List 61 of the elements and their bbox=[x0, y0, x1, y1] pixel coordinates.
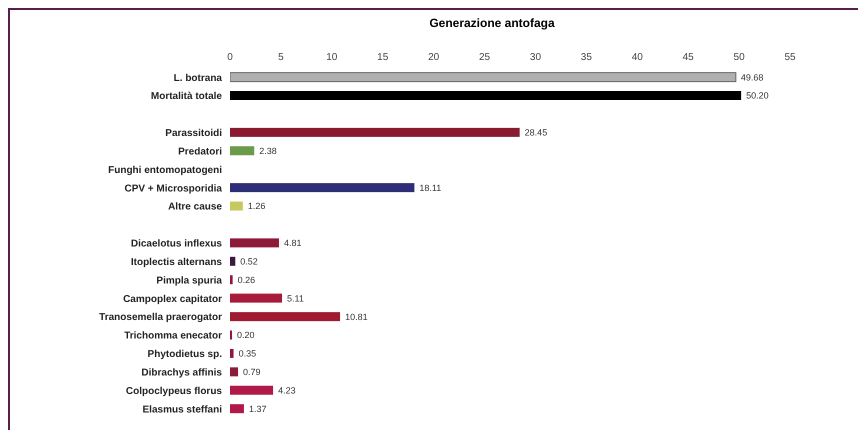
bar bbox=[230, 294, 282, 303]
y-tick-label: Itoplectis alternans bbox=[130, 256, 222, 268]
x-tick-label: 30 bbox=[530, 52, 542, 63]
y-tick-label: Parassitoidi bbox=[165, 128, 222, 140]
x-tick-label: 10 bbox=[326, 52, 338, 63]
y-tick-label: Tranosemella praerogator bbox=[99, 312, 222, 324]
y-tick-label: Trichomma enecator bbox=[124, 330, 222, 342]
bar bbox=[230, 404, 244, 414]
y-tick-label: Elasmus steffani bbox=[142, 404, 222, 416]
bar bbox=[230, 275, 233, 284]
x-tick-label: 35 bbox=[580, 52, 592, 63]
x-tick-label: 50 bbox=[734, 52, 746, 63]
bar bbox=[230, 72, 736, 82]
data-label: 0.52 bbox=[240, 256, 258, 267]
y-tick-label: Altre cause bbox=[168, 202, 222, 213]
y-tick-label: Campoplex capitator bbox=[123, 294, 222, 305]
y-tick-label: Pimpla spuria bbox=[156, 275, 222, 286]
bar bbox=[230, 367, 238, 376]
data-label: 1.26 bbox=[248, 201, 266, 212]
x-tick-label: 45 bbox=[682, 52, 694, 63]
data-label: 1.37 bbox=[248, 404, 266, 414]
data-label: 0.20 bbox=[237, 330, 255, 340]
bar bbox=[230, 128, 520, 137]
data-label: 2.38 bbox=[259, 146, 277, 156]
bar bbox=[230, 91, 742, 100]
x-tick-label: 55 bbox=[784, 52, 796, 63]
data-label: 49.68 bbox=[740, 72, 764, 82]
data-label: 0.35 bbox=[238, 348, 256, 359]
x-tick-label: 5 bbox=[278, 52, 284, 63]
bar bbox=[230, 202, 243, 211]
data-label: 50.20 bbox=[746, 90, 769, 101]
bar bbox=[230, 146, 254, 156]
y-tick-label: L. botrana bbox=[174, 72, 222, 84]
y-tick-label: Phytodietus sp. bbox=[148, 349, 222, 360]
bar bbox=[230, 183, 414, 192]
data-label: 0.79 bbox=[243, 367, 261, 378]
y-tick-label: Dicaelotus inflexus bbox=[130, 238, 222, 250]
data-label: 0.26 bbox=[238, 274, 256, 285]
data-label: 28.45 bbox=[524, 128, 548, 138]
data-label: 4.23 bbox=[278, 385, 296, 396]
x-tick-label: 20 bbox=[428, 52, 440, 63]
data-label: 10.81 bbox=[345, 312, 368, 322]
bar bbox=[230, 386, 274, 395]
x-tick-label: 40 bbox=[632, 52, 644, 63]
bar bbox=[230, 256, 236, 266]
data-label: 5.11 bbox=[287, 293, 304, 304]
data-label: 4.81 bbox=[284, 238, 302, 248]
data-label: 18.11 bbox=[419, 182, 442, 193]
chart-title: Generazione antofaga bbox=[428, 16, 556, 30]
y-tick-label: Funghi entomopatogeni bbox=[108, 164, 222, 176]
y-tick-label: Mortalità totale bbox=[150, 91, 222, 102]
x-tick-label: 15 bbox=[377, 52, 389, 63]
y-tick-label: Colpoclypeus florus bbox=[126, 386, 222, 397]
y-tick-label: Dibrachys affinis bbox=[141, 367, 222, 378]
y-tick-label: CPV + Microsporidia bbox=[124, 183, 222, 194]
x-tick-label: 0 bbox=[227, 52, 234, 63]
bar bbox=[230, 238, 279, 248]
bar bbox=[230, 312, 340, 322]
bar bbox=[230, 348, 234, 358]
y-tick-label: Predatori bbox=[178, 146, 222, 158]
x-tick-label: 25 bbox=[478, 52, 491, 63]
